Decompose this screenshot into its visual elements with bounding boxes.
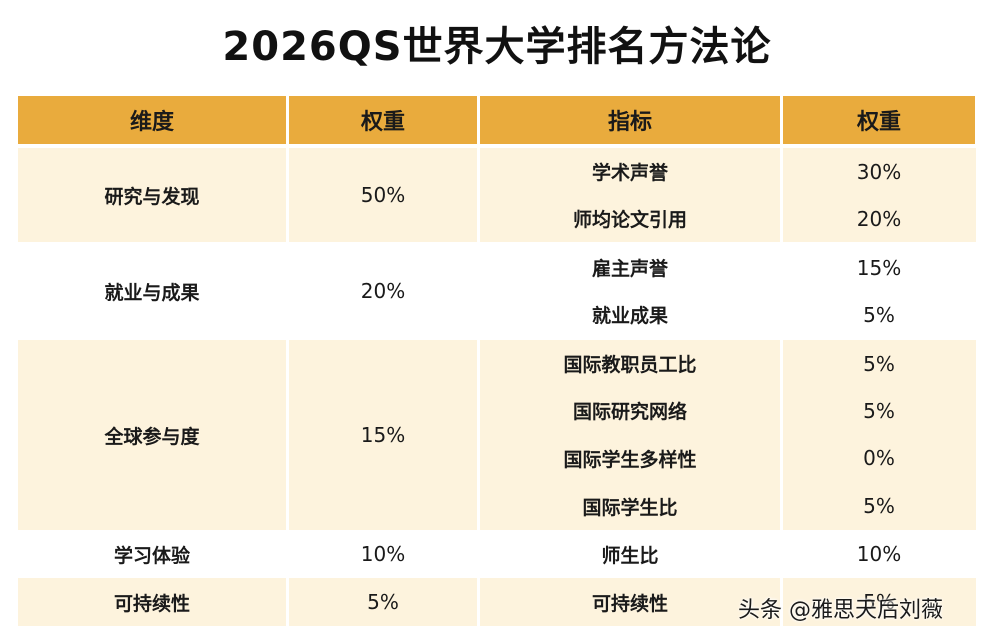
band-research: [18, 148, 976, 242]
indicator-weight: 0%: [863, 446, 895, 470]
indicator-name: 国际研究网络: [572, 401, 687, 423]
indicator-weight: 5%: [863, 494, 895, 518]
indicator-name: 国际学生比: [582, 496, 678, 519]
dimension-name: 学习体验: [113, 544, 190, 567]
watermark: 头条 @雅思天后刘薇: [738, 598, 943, 623]
indicator-weight: 20%: [856, 206, 902, 231]
header-indicator: 指标: [480, 96, 780, 144]
dimension-weight: 50%: [360, 183, 406, 207]
dimension-name: 研究与发现: [104, 185, 200, 208]
band-sustainability: [18, 578, 976, 626]
col-sep-1: [286, 148, 289, 626]
indicator-weight: 5%: [863, 398, 895, 423]
dimension-weight: 10%: [360, 542, 406, 566]
indicator-weight: 15%: [856, 255, 902, 280]
dimension-weight: 5%: [367, 590, 399, 614]
indicator-weight: 5%: [863, 302, 895, 327]
header-dimension: 维度: [18, 96, 286, 144]
indicator-name: 师生比: [601, 544, 659, 567]
dimension-name: 就业与成果: [104, 281, 200, 304]
indicator-weight: 10%: [856, 542, 902, 566]
indicator-name: 国际教职员工比: [563, 354, 697, 376]
dimension-weight: 15%: [360, 423, 406, 447]
header-indicator-weight: 权重: [783, 96, 975, 144]
header-dimension-weight: 权重: [289, 96, 477, 144]
indicator-name: 学术声誉: [591, 162, 668, 184]
dimension-name: 全球参与度: [104, 425, 200, 448]
indicator-name: 雇主声誉: [591, 258, 668, 280]
page-title: 2026QS世界大学排名方法论: [222, 24, 772, 70]
indicator-weight: 30%: [856, 159, 902, 184]
indicator-name: 师均论文引用: [572, 209, 687, 231]
col-sep-2: [477, 148, 480, 626]
indicator-name: 就业成果: [591, 305, 668, 327]
dimension-weight: 20%: [360, 279, 406, 303]
dimension-name: 可持续性: [113, 592, 190, 615]
col-sep-3: [780, 148, 783, 626]
indicator-weight: 5%: [863, 590, 895, 614]
indicator-weight: 5%: [863, 351, 895, 376]
indicator-name: 国际学生多样性: [563, 448, 697, 471]
indicator-name: 可持续性: [591, 592, 668, 615]
band-global: [18, 340, 976, 530]
